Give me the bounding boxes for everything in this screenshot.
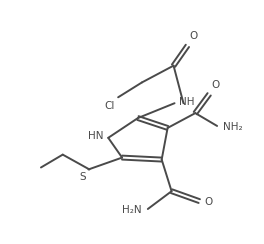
Text: O: O [204, 197, 213, 207]
Text: O: O [189, 31, 198, 41]
Text: H₂N: H₂N [122, 205, 142, 215]
Text: S: S [80, 173, 87, 183]
Text: Cl: Cl [105, 101, 115, 111]
Text: NH₂: NH₂ [223, 122, 243, 132]
Text: O: O [211, 80, 219, 90]
Text: NH: NH [178, 97, 194, 107]
Text: HN: HN [88, 131, 103, 141]
